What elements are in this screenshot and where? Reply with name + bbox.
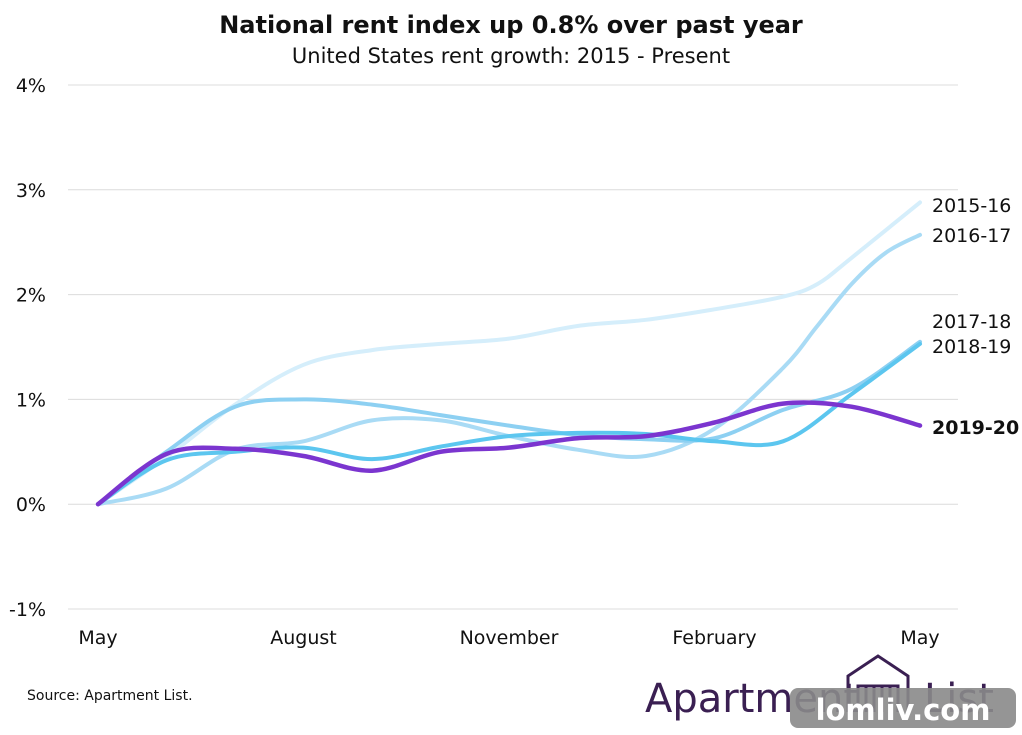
series-labels: 2015-16 2016-17 2017-18 2018-19 2019-20 xyxy=(932,195,1019,439)
series-label-2017-18: 2017-18 xyxy=(932,311,1011,333)
x-tick-label: May xyxy=(78,627,117,649)
y-tick-label: 2% xyxy=(16,285,46,307)
series-label-2019-20: 2019-20 xyxy=(932,417,1019,439)
watermark-text: lomliv.com xyxy=(816,693,991,727)
series-label-2016-17: 2016-17 xyxy=(932,225,1011,247)
y-axis-ticks: 4% 3% 2% 1% 0% -1% xyxy=(9,75,46,621)
y-tick-label: 1% xyxy=(16,389,46,411)
y-tick-label: 3% xyxy=(16,180,46,202)
series-lines xyxy=(95,200,923,507)
gridlines xyxy=(68,84,958,610)
series-line-2018-19 xyxy=(96,341,922,507)
y-tick-label: 4% xyxy=(16,75,46,97)
chart-title: National rent index up 0.8% over past ye… xyxy=(219,11,803,39)
series-line-2017-18 xyxy=(96,339,922,507)
x-tick-label: August xyxy=(270,627,337,649)
series-line-2016-17 xyxy=(96,232,922,507)
series-line-2019-20 xyxy=(95,400,923,507)
series-label-2015-16: 2015-16 xyxy=(932,195,1011,217)
x-axis-ticks: May August November February May xyxy=(78,627,939,649)
x-tick-label: November xyxy=(460,627,559,649)
series-label-2018-19: 2018-19 xyxy=(932,336,1011,358)
x-tick-label: February xyxy=(672,627,756,649)
source-note: Source: Apartment List. xyxy=(27,688,193,704)
watermark: lomliv.com xyxy=(790,688,1016,728)
watermark-bg xyxy=(790,688,1016,728)
chart-subtitle: United States rent growth: 2015 - Presen… xyxy=(292,44,730,68)
y-tick-label: -1% xyxy=(9,599,46,621)
y-tick-label: 0% xyxy=(16,494,46,516)
x-tick-label: May xyxy=(900,627,939,649)
